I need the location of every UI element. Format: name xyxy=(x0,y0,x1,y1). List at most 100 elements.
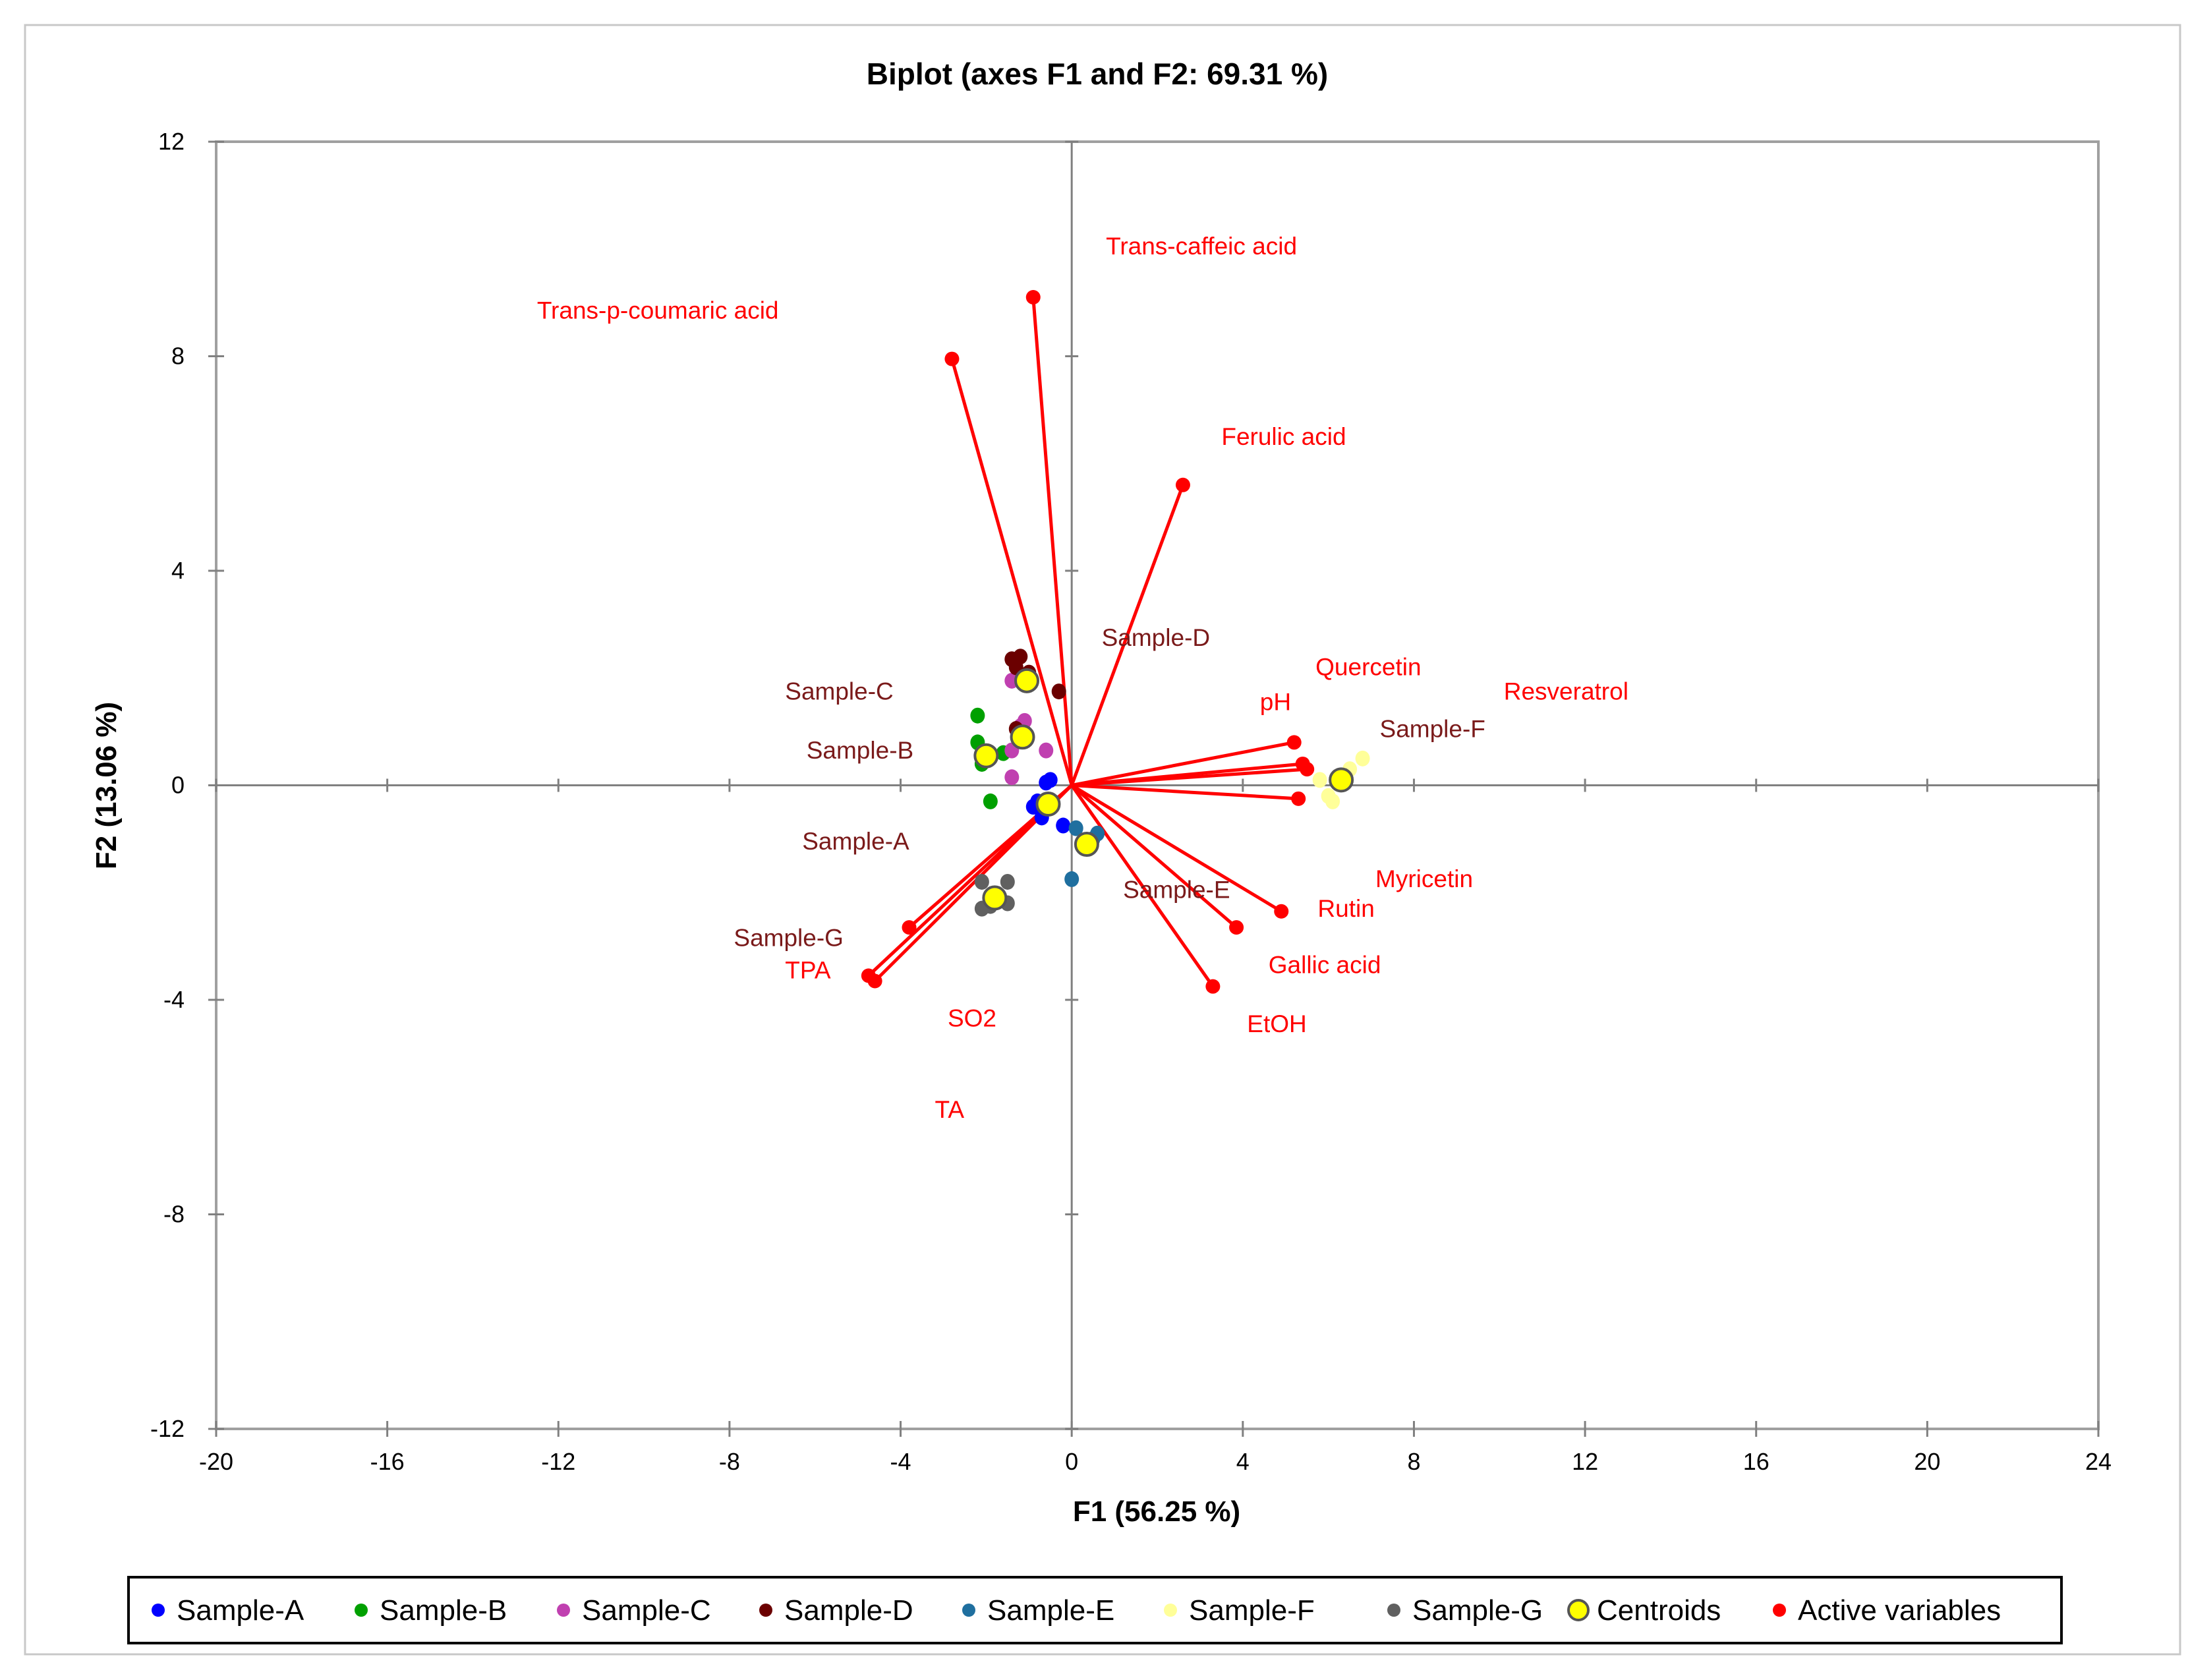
legend-box xyxy=(127,1576,2063,1644)
centroid-point xyxy=(982,885,1008,911)
variable-vector-point xyxy=(1229,920,1244,935)
legend-label: Sample-G xyxy=(1412,1594,1543,1627)
y-tick-label: -8 xyxy=(163,1201,185,1228)
observation-label: Sample-D xyxy=(1102,624,1211,651)
x-tick-label: -12 xyxy=(541,1448,575,1475)
legend-label: Sample-F xyxy=(1189,1594,1315,1627)
variable-vector-line xyxy=(1031,297,1074,786)
observation-point xyxy=(983,793,998,809)
variable-vector-point xyxy=(1025,289,1041,304)
x-tick-label: 12 xyxy=(1572,1448,1598,1475)
observation-point xyxy=(970,707,985,724)
observation-point xyxy=(974,873,989,890)
centroid-point xyxy=(973,743,999,768)
legend-label: Sample-B xyxy=(380,1594,507,1627)
variable-vector-point xyxy=(867,973,882,989)
variable-label: pH xyxy=(1260,689,1291,716)
observation-point xyxy=(1039,742,1054,759)
variable-label: Trans-caffeic acid xyxy=(1106,233,1297,260)
variable-label: TPA xyxy=(785,956,831,983)
variable-vector-line xyxy=(1072,767,1308,787)
outer-frame xyxy=(24,24,2181,1656)
centroid-point xyxy=(1035,791,1061,817)
variable-label: TA xyxy=(935,1096,964,1123)
observation-point xyxy=(1051,683,1066,700)
observation-label: Sample-B xyxy=(807,737,913,764)
variable-label: Gallic acid xyxy=(1269,951,1381,978)
x-tick-label: 4 xyxy=(1236,1448,1250,1475)
y-axis-title: F2 (13.06 %) xyxy=(90,702,123,869)
point-labels: Sample-A Sample-B Sample-C Sample-D Sample-E… xyxy=(537,233,1628,1123)
variable-vector-point xyxy=(1175,477,1190,492)
variable-label: SO2 xyxy=(948,1005,996,1032)
y-tick-label: -12 xyxy=(150,1415,185,1442)
legend-marker xyxy=(1164,1604,1177,1617)
observation-point xyxy=(1004,769,1020,786)
active-variable-vectors xyxy=(861,289,1315,994)
x-tick-label: -4 xyxy=(890,1448,911,1475)
x-axis-title: F1 (56.25 %) xyxy=(1073,1495,1240,1528)
observation-point xyxy=(1355,750,1370,767)
axis-ticks: -20 -16 -12 -8 -4 0 4 8 12 16 20 24 -12 -8 -4 0 4 8 12 xyxy=(150,128,2112,1475)
y-tick-label: 4 xyxy=(171,557,185,584)
x-tick-label: 0 xyxy=(1065,1448,1078,1475)
legend-label: Active variables xyxy=(1798,1594,2001,1627)
legend-label: Sample-D xyxy=(784,1594,913,1627)
observation-label: Sample-A xyxy=(802,828,909,855)
variable-label: Myricetin xyxy=(1375,865,1473,892)
observation-point xyxy=(1039,774,1054,791)
variable-label: Ferulic acid xyxy=(1221,423,1346,450)
variable-vector-line xyxy=(950,358,1074,786)
observation-label: Sample-F xyxy=(1380,715,1485,742)
observation-label: Sample-G xyxy=(734,925,844,952)
legend-marker xyxy=(1567,1599,1590,1621)
y-tick-label: 12 xyxy=(158,128,185,155)
variable-vector-point xyxy=(1286,735,1302,750)
observation-point xyxy=(1056,817,1071,834)
centroid-point xyxy=(1329,767,1354,793)
legend-marker xyxy=(355,1604,368,1617)
variable-vector-line xyxy=(1070,484,1185,786)
variable-vector-line xyxy=(1070,784,1282,913)
variable-vector-line xyxy=(1070,784,1238,929)
legend-marker xyxy=(962,1604,975,1617)
variable-label: Trans-p-coumaric acid xyxy=(537,297,779,324)
legend-label: Sample-E xyxy=(987,1594,1114,1627)
variable-vector-line xyxy=(1072,784,1299,801)
legend-marker xyxy=(1387,1604,1400,1617)
variable-vector-point xyxy=(902,920,917,935)
variable-vector-point xyxy=(1291,791,1306,806)
centroid-points xyxy=(973,668,1354,911)
x-tick-label: 8 xyxy=(1407,1448,1420,1475)
x-tick-label: -20 xyxy=(199,1448,233,1475)
y-tick-label: -4 xyxy=(163,986,185,1013)
variable-vector-point xyxy=(944,351,960,366)
legend-label: Sample-C xyxy=(582,1594,711,1627)
variable-label: EtOH xyxy=(1247,1010,1306,1037)
legend-marker xyxy=(759,1604,772,1617)
variable-vector-line xyxy=(1071,740,1295,787)
observation-label: Sample-E xyxy=(1123,876,1230,903)
variable-label: Rutin xyxy=(1317,895,1374,922)
variable-label: Resveratrol xyxy=(1504,678,1628,705)
x-tick-label: -8 xyxy=(719,1448,740,1475)
variable-vector-point xyxy=(1300,762,1315,777)
chart-title: Biplot (axes F1 and F2: 69.31 %) xyxy=(867,57,1328,91)
y-tick-label: 8 xyxy=(171,343,185,370)
legend-marker xyxy=(1773,1604,1786,1617)
observation-point xyxy=(1068,820,1083,836)
x-tick-label: 24 xyxy=(2085,1448,2112,1475)
centroid-point xyxy=(1014,668,1040,693)
observation-point xyxy=(1312,772,1327,788)
variable-label: Quercetin xyxy=(1315,654,1421,681)
variable-vector-line xyxy=(1070,784,1215,988)
y-tick-label: 0 xyxy=(171,772,185,799)
observation-point xyxy=(1325,793,1340,809)
centroid-point xyxy=(1074,832,1099,857)
observation-point xyxy=(1064,871,1080,887)
observation-point xyxy=(1000,873,1015,890)
x-tick-label: -16 xyxy=(370,1448,405,1475)
variable-vector-point xyxy=(1274,904,1289,919)
legend-label: Centroids xyxy=(1597,1594,1721,1627)
